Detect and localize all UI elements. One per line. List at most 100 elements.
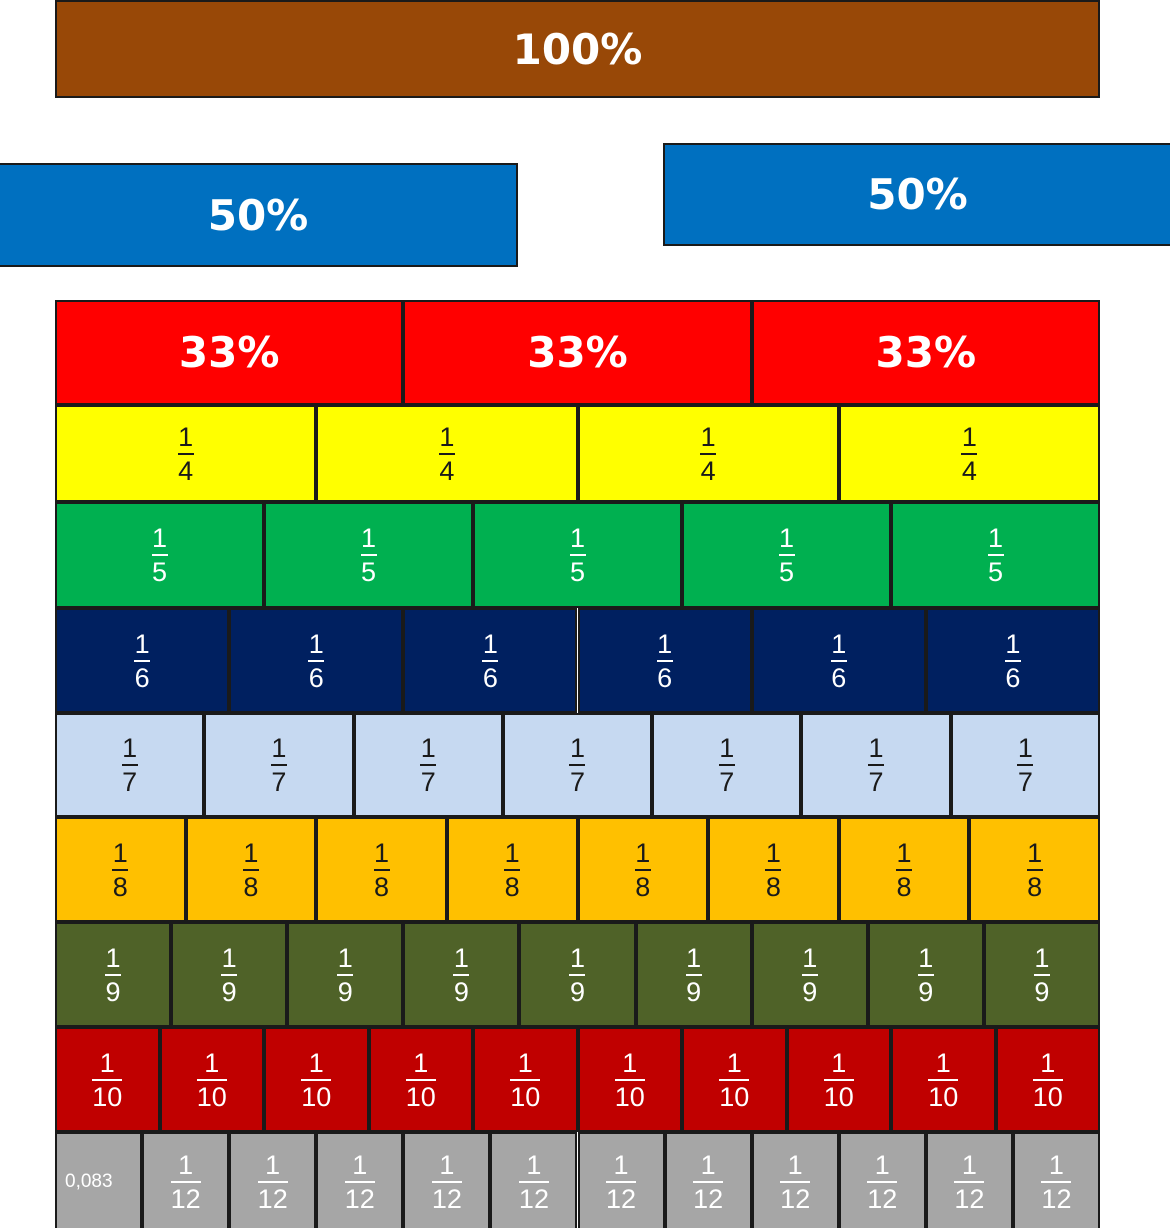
- denominator: 12: [867, 1184, 898, 1214]
- denominator: 5: [778, 557, 795, 587]
- fraction-bar: [257, 1181, 288, 1183]
- denominator: 9: [802, 976, 818, 1007]
- denominator: 12: [257, 1184, 288, 1214]
- fraction: 1 12: [780, 1150, 811, 1214]
- numerator: 1: [337, 942, 353, 973]
- denominator: 6: [657, 662, 673, 693]
- fraction-bar: [896, 868, 913, 871]
- block-label: 33%: [875, 328, 977, 377]
- fraction: 1 10: [301, 1048, 332, 1112]
- numerator: 1: [896, 837, 912, 868]
- denominator: 12: [170, 1184, 201, 1214]
- fraction-block: 33%: [403, 300, 752, 405]
- fraction-block: 1 12: [664, 1132, 752, 1228]
- numerator: 1: [105, 942, 121, 973]
- numerator: 1: [308, 628, 324, 659]
- numerator: 1: [265, 1150, 281, 1180]
- fraction-block: 1 10: [891, 1027, 996, 1132]
- denominator: 9: [337, 976, 353, 1007]
- numerator: 1: [1034, 942, 1050, 973]
- numerator: 1: [221, 942, 237, 973]
- fraction-block: 100%: [55, 0, 1100, 98]
- fraction-bar: [685, 973, 702, 976]
- fraction-bar: [693, 1181, 724, 1183]
- denominator: 9: [686, 976, 702, 1007]
- fraction: 1 10: [719, 1048, 750, 1112]
- fraction-bar: [151, 554, 168, 556]
- fraction-bar: [1041, 1181, 1072, 1183]
- fraction-block: 50%: [0, 163, 518, 267]
- numerator: 1: [504, 837, 520, 868]
- numerator: 1: [719, 733, 735, 763]
- fraction-block: 1 12: [1012, 1132, 1100, 1228]
- fraction-block: 1 12: [316, 1132, 404, 1228]
- numerator: 1: [517, 1047, 533, 1078]
- denominator: 10: [196, 1081, 227, 1112]
- fraction-bar: [373, 868, 390, 871]
- denominator: 6: [482, 662, 498, 693]
- denominator: 10: [719, 1081, 750, 1112]
- fraction-block: 1 10: [55, 1027, 160, 1132]
- fraction-bar: [719, 1078, 750, 1081]
- fraction-bar: [614, 1078, 645, 1081]
- fraction-bar: [765, 868, 782, 871]
- numerator: 1: [482, 628, 498, 659]
- numerator: 1: [613, 1150, 629, 1180]
- fraction-bar: [221, 973, 238, 976]
- denominator: 8: [1027, 871, 1043, 902]
- numerator: 1: [439, 1150, 455, 1180]
- denominator: 9: [221, 976, 237, 1007]
- denominator: 12: [693, 1184, 724, 1214]
- denominator: 12: [606, 1184, 637, 1214]
- numerator: 1: [1048, 1150, 1064, 1180]
- numerator: 1: [765, 837, 781, 868]
- numerator: 1: [134, 628, 150, 659]
- denominator: 12: [344, 1184, 375, 1214]
- fraction-block: 1 12: [490, 1132, 578, 1228]
- numerator: 1: [700, 421, 716, 452]
- fraction-bar: [134, 659, 151, 662]
- denominator: 9: [1034, 976, 1050, 1007]
- denominator: 7: [271, 767, 287, 797]
- numerator: 1: [453, 942, 469, 973]
- fraction-block: 1 10: [473, 1027, 578, 1132]
- block-label: 50%: [867, 170, 968, 219]
- fraction-block: 0,083: [55, 1132, 143, 1228]
- fraction-bar: [360, 554, 377, 556]
- numerator: 1: [99, 1047, 115, 1078]
- fraction-block: 1 12: [577, 1132, 665, 1228]
- numerator: 1: [802, 942, 818, 973]
- fraction-bar: [954, 1181, 985, 1183]
